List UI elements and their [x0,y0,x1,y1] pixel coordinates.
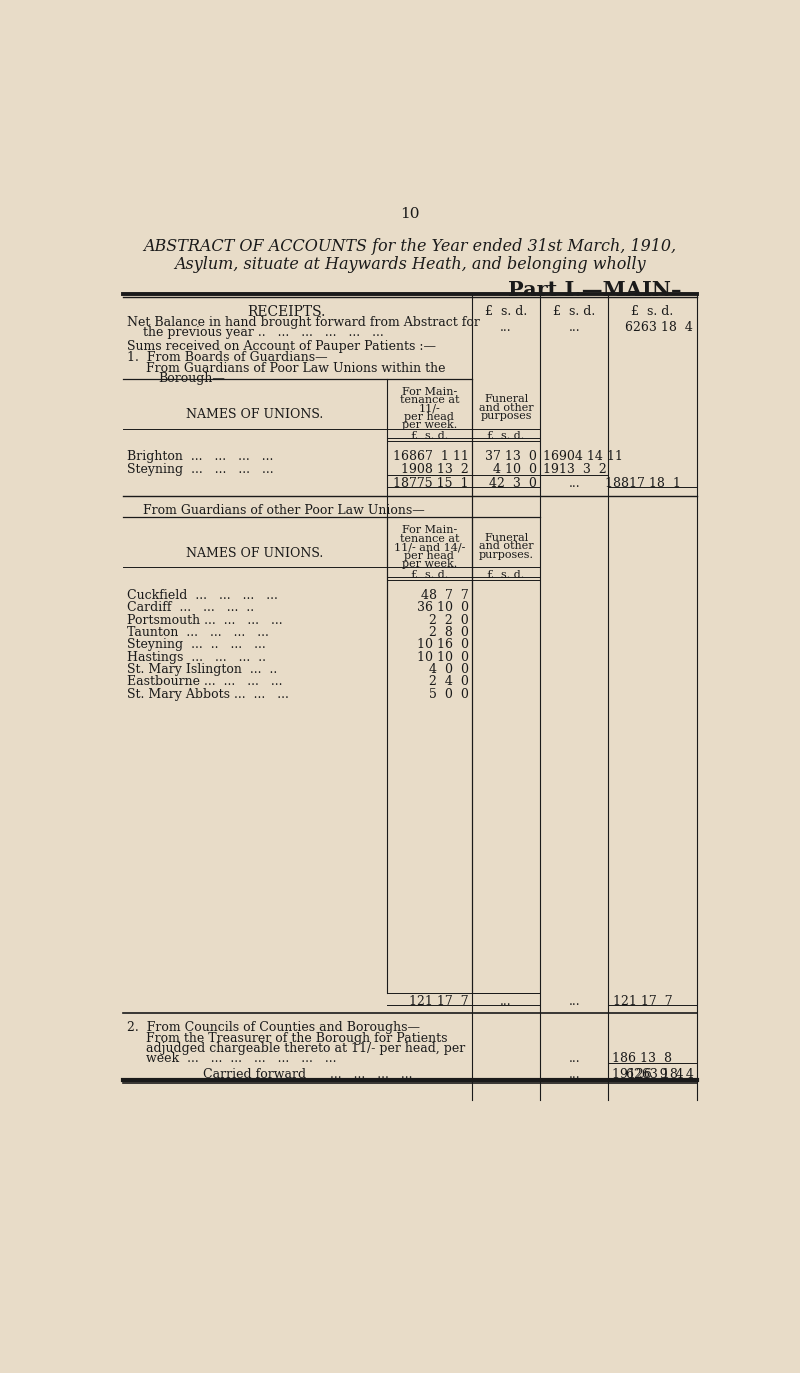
Text: 16867  1 11: 16867 1 11 [393,450,469,464]
Text: 6263 18  4: 6263 18 4 [626,1068,694,1081]
Text: Cuckfield  ...   ...   ...   ...: Cuckfield ... ... ... ... [127,589,278,601]
Text: ...   ...   ...   ...: ... ... ... ... [330,1068,413,1081]
Text: per week.: per week. [402,420,457,430]
Text: 2  4  0: 2 4 0 [429,676,469,688]
Text: purposes.: purposes. [478,549,534,560]
Text: St. Mary Abbots ...  ...   ...: St. Mary Abbots ... ... ... [127,688,289,700]
Text: £  s. d.: £ s. d. [410,570,448,579]
Text: Net Balance in hand brought forward from Abstract for: Net Balance in hand brought forward from… [127,316,480,328]
Text: For Main-: For Main- [402,524,457,535]
Text: 1.  From Boards of Guardians—: 1. From Boards of Guardians— [127,351,328,364]
Text: Sums received on Account of Pauper Patients :—: Sums received on Account of Pauper Patie… [127,341,436,353]
Text: Cardiff  ...   ...   ...  ..: Cardiff ... ... ... .. [127,601,254,614]
Text: 18775 15  1: 18775 15 1 [394,478,469,490]
Text: ...: ... [569,478,580,490]
Text: ABSTRACT OF ACCOUNTS for the Year ended 31st March, 1910,: ABSTRACT OF ACCOUNTS for the Year ended … [143,238,677,255]
Text: 6263 18  4: 6263 18 4 [625,321,693,334]
Text: 10: 10 [400,207,420,221]
Text: ...: ... [500,995,512,1008]
Text: 4  0  0: 4 0 0 [429,663,469,676]
Text: 42  3  0: 42 3 0 [490,478,537,490]
Text: 2  8  0: 2 8 0 [429,626,469,638]
Text: 10 16  0: 10 16 0 [417,638,469,651]
Text: per week.: per week. [402,559,457,568]
Text: 4 10  0: 4 10 0 [493,463,537,476]
Text: tenance at: tenance at [400,395,459,405]
Text: Carried forward: Carried forward [203,1068,306,1081]
Text: ...: ... [569,995,580,1008]
Text: per head: per head [405,412,454,422]
Text: From the Treasurer of the Borough for Patients: From the Treasurer of the Borough for Pa… [146,1031,448,1045]
Text: £  s. d.: £ s. d. [553,305,595,319]
Text: From Guardians of Poor Law Unions within the: From Guardians of Poor Law Unions within… [146,362,446,375]
Text: Eastbourne ...  ...   ...   ...: Eastbourne ... ... ... ... [127,676,282,688]
Text: 1908 13  2: 1908 13 2 [401,463,469,476]
Text: Funeral: Funeral [484,394,528,404]
Text: 48  7  7: 48 7 7 [421,589,469,601]
Text: Asylum, situate at Haywards Heath, and belonging wholly: Asylum, situate at Haywards Heath, and b… [174,255,646,273]
Text: Part I.—MAIN–: Part I.—MAIN– [508,280,682,301]
Text: ...: ... [569,321,580,334]
Text: £  s. d.: £ s. d. [631,305,674,319]
Text: 121 17  7: 121 17 7 [613,995,672,1008]
Text: Portsmouth ...  ...   ...   ...: Portsmouth ... ... ... ... [127,614,282,626]
Text: 2.  From Councils of Counties and Boroughs—: 2. From Councils of Counties and Borough… [127,1022,420,1034]
Text: NAMES OF UNIONS.: NAMES OF UNIONS. [186,408,324,422]
Text: 37 13  0: 37 13 0 [486,450,537,464]
Text: 19126  9  4: 19126 9 4 [611,1068,683,1081]
Text: £  s. d.: £ s. d. [485,305,527,319]
Text: Borough—: Borough— [158,372,225,384]
Text: Hastings  ...   ...   ...  ..: Hastings ... ... ... .. [127,651,266,663]
Text: From Guardians of other Poor Law Unions—: From Guardians of other Poor Law Unions— [142,504,424,516]
Text: 36 10  0: 36 10 0 [417,601,469,614]
Text: and other: and other [478,402,534,413]
Text: tenance at: tenance at [400,534,459,544]
Text: Steyning  ...  ..   ...   ...: Steyning ... .. ... ... [127,638,266,651]
Text: ...: ... [569,1052,580,1065]
Text: 5  0  0: 5 0 0 [429,688,469,700]
Text: per head: per head [405,551,454,560]
Text: 186 13  8: 186 13 8 [611,1052,671,1065]
Text: 11/- and 14/-: 11/- and 14/- [394,542,465,552]
Text: £  s. d.: £ s. d. [487,570,525,579]
Text: Funeral: Funeral [484,533,528,542]
Text: 18817 18  1: 18817 18 1 [605,478,681,490]
Text: and other: and other [478,541,534,552]
Text: week  ...   ...  ...   ...   ...   ...   ...: week ... ... ... ... ... ... ... [146,1052,337,1065]
Text: Steyning  ...   ...   ...   ...: Steyning ... ... ... ... [127,463,274,476]
Text: 11/-: 11/- [418,404,440,413]
Text: RECEIPTS.: RECEIPTS. [247,305,325,319]
Text: 2  2  0: 2 2 0 [429,614,469,626]
Text: Taunton  ...   ...   ...   ...: Taunton ... ... ... ... [127,626,269,638]
Text: ...: ... [500,321,512,334]
Text: £  s. d.: £ s. d. [487,431,525,441]
Text: Brighton  ...   ...   ...   ...: Brighton ... ... ... ... [127,450,274,464]
Text: 121 17  7: 121 17 7 [410,995,469,1008]
Text: ...: ... [569,1068,580,1081]
Text: 10 10  0: 10 10 0 [417,651,469,663]
Text: adjudged chargeable thereto at 11/- per head, per: adjudged chargeable thereto at 11/- per … [146,1042,466,1054]
Text: For Main-: For Main- [402,387,457,397]
Text: 1913  3  2: 1913 3 2 [543,463,607,476]
Text: £  s. d.: £ s. d. [410,431,448,441]
Text: purposes: purposes [480,411,532,422]
Text: NAMES OF UNIONS.: NAMES OF UNIONS. [186,546,324,560]
Text: St. Mary Islington  ...  ..: St. Mary Islington ... .. [127,663,278,676]
Text: 16904 14 11: 16904 14 11 [543,450,623,464]
Text: the previous year ..   ...   ...   ...   ...   ...: the previous year .. ... ... ... ... ... [142,327,383,339]
